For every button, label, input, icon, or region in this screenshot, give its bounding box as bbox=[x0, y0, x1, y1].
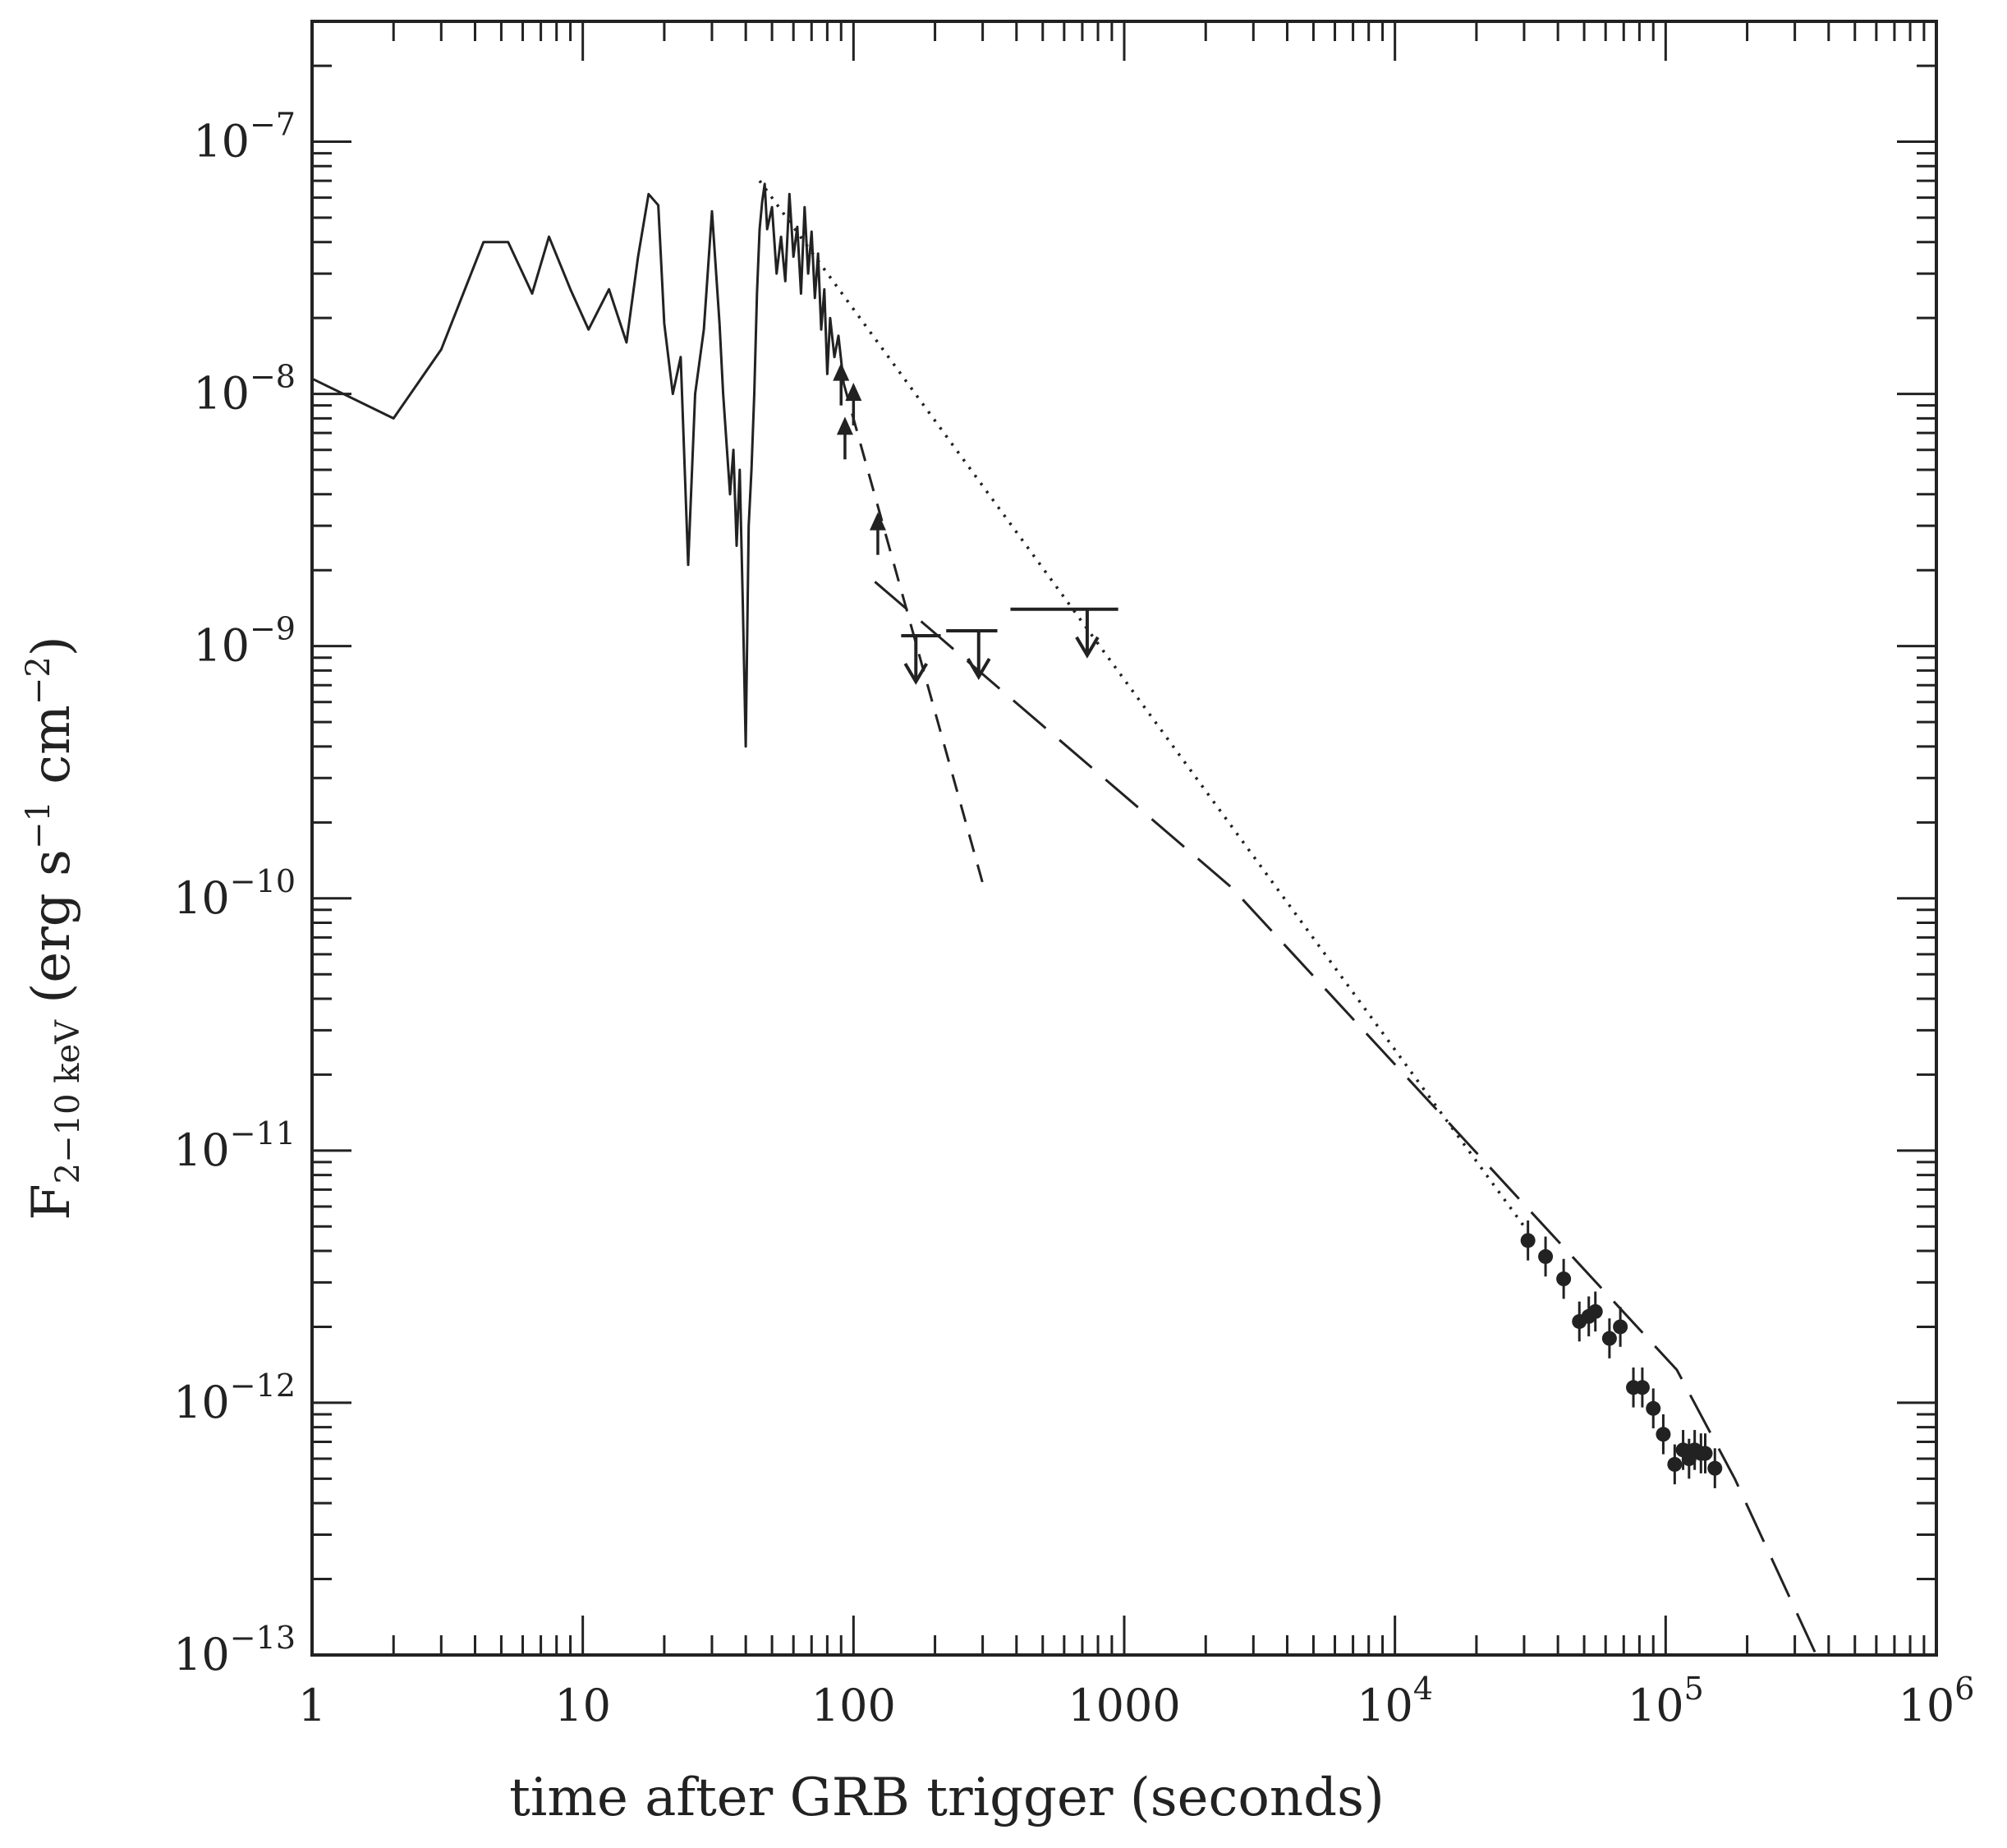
axis-ticks bbox=[310, 20, 1936, 1657]
lower-limit-arrowhead bbox=[833, 362, 850, 381]
upper-limit-arrowhead bbox=[903, 662, 929, 685]
y-tick-label: 10−8 bbox=[193, 359, 296, 420]
y-tick-label-base: 10 bbox=[173, 1124, 230, 1176]
data-point-marker bbox=[1556, 1271, 1572, 1287]
lower-limit-arrowhead bbox=[836, 416, 853, 435]
series-line-long-dash bbox=[874, 581, 1818, 1656]
y-axis-title-end: ) bbox=[21, 636, 82, 656]
y-tick-label: 10−13 bbox=[173, 1620, 296, 1680]
x-tick-label-base: 10 bbox=[1628, 1680, 1684, 1731]
data-point-marker bbox=[1601, 1331, 1617, 1346]
data-point-marker bbox=[1656, 1427, 1671, 1442]
plot-border bbox=[310, 20, 1938, 1657]
plot-frame bbox=[310, 20, 1938, 1657]
data-points-group bbox=[1520, 1221, 1723, 1488]
x-tick-label-base: 10 bbox=[554, 1680, 611, 1731]
data-point-marker bbox=[1520, 1233, 1536, 1248]
x-tick-label: 106 bbox=[1899, 1671, 1975, 1731]
y-tick-label: 10−10 bbox=[173, 863, 296, 924]
y-tick-label: 10−9 bbox=[193, 611, 296, 672]
y-axis-title-main: F bbox=[21, 1184, 82, 1220]
x-tick-label-exp: 5 bbox=[1684, 1671, 1704, 1707]
x-axis-title: time after GRB trigger (seconds) bbox=[509, 1768, 1385, 1828]
x-tick-label-base: 10 bbox=[1899, 1680, 1955, 1731]
data-point-marker bbox=[1634, 1380, 1650, 1395]
x-tick-label-base: 10 bbox=[1357, 1680, 1413, 1731]
y-tick-label: 10−11 bbox=[173, 1115, 296, 1176]
lower-limit bbox=[845, 382, 862, 425]
data-point-marker bbox=[1538, 1248, 1554, 1264]
data-point bbox=[1613, 1307, 1628, 1347]
data-point-marker bbox=[1697, 1446, 1713, 1461]
y-tick-label-exp: −13 bbox=[230, 1620, 296, 1656]
y-axis-title-sup1: −1 bbox=[20, 801, 57, 849]
lower-limit-arrowhead bbox=[845, 382, 862, 401]
data-point bbox=[1646, 1388, 1661, 1429]
y-tick-label-base: 10 bbox=[173, 1377, 230, 1428]
data-point bbox=[1587, 1291, 1603, 1332]
lower-limit bbox=[836, 416, 853, 460]
x-tick-label: 1000 bbox=[1068, 1680, 1180, 1731]
y-tick-label-base: 10 bbox=[193, 116, 250, 168]
x-tick-label: 105 bbox=[1628, 1671, 1704, 1731]
y-tick-label-base: 10 bbox=[173, 1629, 230, 1680]
data-point-marker bbox=[1646, 1400, 1661, 1416]
upper-limit-arrowhead bbox=[967, 658, 991, 680]
x-tick-label-base: 100 bbox=[811, 1680, 896, 1731]
y-tick-label-base: 10 bbox=[193, 368, 250, 420]
data-point-marker bbox=[1707, 1460, 1723, 1476]
data-point-marker bbox=[1613, 1319, 1628, 1335]
limits-group bbox=[833, 362, 1118, 685]
data-point bbox=[1634, 1367, 1650, 1408]
y-axis-title-sup2: −2 bbox=[20, 656, 57, 705]
series-line-solid bbox=[311, 182, 845, 748]
y-tick-label: 10−12 bbox=[173, 1368, 296, 1428]
data-point bbox=[1556, 1258, 1572, 1299]
x-tick-label-exp: 6 bbox=[1954, 1671, 1974, 1707]
x-tick-label: 1 bbox=[298, 1680, 326, 1731]
y-tick-label-exp: −10 bbox=[230, 863, 296, 899]
series-line-dotted bbox=[758, 180, 1526, 1228]
data-point bbox=[1707, 1448, 1723, 1488]
y-axis-title-sub: 2−10 keV bbox=[49, 1019, 87, 1184]
lower-limit bbox=[833, 362, 850, 406]
y-tick-label-exp: −11 bbox=[230, 1115, 296, 1152]
y-axis-title-mid: cm bbox=[21, 705, 82, 801]
x-tick-label: 100 bbox=[811, 1680, 896, 1731]
data-point bbox=[1667, 1444, 1683, 1485]
data-point-marker bbox=[1587, 1303, 1603, 1319]
y-tick-label: 10−7 bbox=[193, 107, 296, 168]
data-point bbox=[1520, 1221, 1536, 1261]
data-point bbox=[1656, 1414, 1671, 1455]
x-tick-label: 10 bbox=[554, 1680, 611, 1731]
series-group bbox=[311, 180, 1818, 1656]
y-tick-label-base: 10 bbox=[173, 872, 230, 924]
lower-limit bbox=[869, 512, 886, 555]
lower-limit-arrowhead bbox=[869, 512, 886, 531]
y-axis-title-rest: (erg s bbox=[21, 849, 82, 1020]
data-point bbox=[1601, 1318, 1617, 1358]
upper-limit bbox=[946, 629, 998, 680]
x-tick-label: 104 bbox=[1357, 1671, 1433, 1731]
data-point bbox=[1697, 1433, 1713, 1473]
y-tick-label-exp: −7 bbox=[250, 107, 296, 143]
tick-labels: 1 10 100 1000 104 105 10610−710−810−910−1010−1… bbox=[173, 107, 1974, 1731]
y-tick-label-exp: −12 bbox=[230, 1368, 296, 1404]
series-line-short-dash bbox=[842, 383, 985, 884]
upper-limit-arrowhead bbox=[1075, 636, 1100, 659]
y-tick-label-exp: −9 bbox=[250, 611, 296, 647]
x-tick-label-exp: 4 bbox=[1413, 1671, 1433, 1707]
x-tick-label-base: 1 bbox=[298, 1680, 326, 1731]
y-tick-label-exp: −8 bbox=[250, 359, 296, 395]
upper-limit bbox=[901, 633, 941, 685]
y-tick-label-base: 10 bbox=[193, 620, 250, 672]
data-point-marker bbox=[1667, 1456, 1683, 1472]
x-tick-label-base: 1000 bbox=[1068, 1680, 1180, 1731]
data-point bbox=[1538, 1236, 1554, 1277]
y-axis-title: F2−10 keV (erg s−1 cm−2) bbox=[20, 636, 87, 1221]
upper-limit bbox=[1010, 607, 1118, 659]
